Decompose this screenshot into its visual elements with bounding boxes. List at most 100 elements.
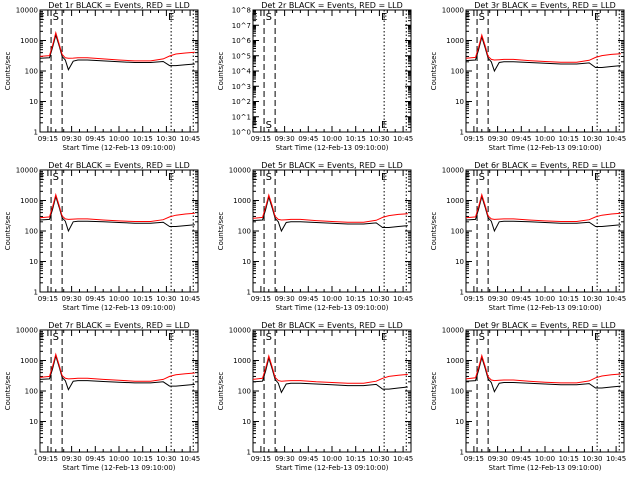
marker-label-top: S: [266, 12, 272, 23]
y-tick-label: 100: [451, 388, 464, 396]
marker-label-top: E: [251, 12, 257, 23]
x-tick-label: 09:45: [298, 135, 318, 143]
panel-det-4: Det 4r BLACK = Events, RED = LLD 1 10 100 10…: [4, 161, 200, 312]
y-tick-label: 10: [29, 418, 38, 426]
marker-label-top: E: [251, 172, 257, 183]
x-tick-label: 10:15: [559, 295, 579, 303]
y-axis-label: Counts/sec: [4, 52, 12, 91]
y-tick-label: 1: [34, 289, 38, 297]
x-tick-label: 10:15: [559, 135, 579, 143]
x-tick-label: 10:30: [369, 455, 389, 463]
events-series-line: [39, 33, 195, 71]
y-tick-label: 10^3: [232, 83, 251, 91]
y-tick-label: 10^5: [232, 52, 251, 60]
x-tick-label: 09:30: [62, 455, 82, 463]
y-tick-label: 1: [460, 129, 464, 137]
x-tick-label: 10:15: [133, 455, 153, 463]
panel-det-3: Det 3r BLACK = Events, RED = LLD 1 10 100 10…: [430, 1, 626, 152]
y-tick-label: 10^4: [232, 68, 252, 76]
marker-label-top: E: [464, 12, 470, 23]
x-tick-label: 09:45: [298, 295, 318, 303]
y-tick-label: 10000: [16, 7, 38, 15]
x-tick-label: 09:30: [275, 135, 295, 143]
y-tick-label: 100: [25, 388, 38, 396]
x-tick-label: 09:15: [38, 295, 58, 303]
events-series-line: [252, 195, 408, 233]
y-axis-label: Counts/sec: [430, 212, 438, 251]
panel-det-6: Det 6r BLACK = Events, RED = LLD 1 10 100 10…: [430, 161, 626, 312]
x-axis-label: Start Time (12-Feb-13 09:10:00): [275, 464, 388, 472]
x-tick-label: 10:00: [109, 135, 129, 143]
panel-det-9: Det 9r BLACK = Events, RED = LLD 1 10 100 10…: [430, 321, 626, 472]
marker-label-top: S: [266, 332, 272, 343]
marker-label-top: E: [381, 172, 387, 183]
chart-title: Det 1r BLACK = Events, RED = LLD: [48, 1, 190, 10]
y-tick-label: 10000: [16, 167, 38, 175]
lld-series-line: [465, 33, 621, 63]
x-axis-label: Start Time (12-Feb-13 09:10:00): [62, 144, 175, 152]
panel-det-8: Det 8r BLACK = Events, RED = LLD 1 10 100 10…: [217, 321, 413, 472]
x-tick-label: 10:15: [346, 135, 366, 143]
y-tick-label: 1: [247, 449, 251, 457]
x-tick-label: 09:45: [85, 455, 105, 463]
y-axis-label: Counts/sec: [4, 212, 12, 251]
events-series-line: [39, 194, 195, 233]
y-axis-label: Counts/sec: [430, 52, 438, 91]
y-tick-label: 10000: [442, 7, 464, 15]
x-axis-label: Start Time (12-Feb-13 09:10:00): [488, 304, 601, 312]
panel-det-1: Det 1r BLACK = Events, RED = LLD 1 10 100 10…: [4, 1, 200, 152]
x-axis-label: Start Time (12-Feb-13 09:10:00): [275, 304, 388, 312]
x-tick-label: 10:30: [582, 455, 602, 463]
x-tick-label: 10:45: [393, 295, 413, 303]
x-tick-label: 09:45: [511, 455, 531, 463]
x-tick-label: 10:45: [606, 455, 626, 463]
x-tick-label: 10:00: [109, 455, 129, 463]
events-series-line: [465, 194, 621, 233]
y-tick-label: 10^6: [232, 37, 252, 45]
marker-label-top: E: [464, 172, 470, 183]
y-tick-label: 10: [455, 98, 464, 106]
y-tick-label: 10000: [442, 167, 464, 175]
marker-label-top: E: [251, 332, 257, 343]
marker-label-top: S: [53, 332, 59, 343]
y-tick-label: 1: [34, 449, 38, 457]
marker-label-top: E: [168, 172, 174, 183]
marker-label-top: E: [38, 332, 44, 343]
marker-label-top: S: [479, 172, 485, 183]
y-tick-label: 100: [451, 68, 464, 76]
marker-label-bottom: E: [251, 120, 257, 131]
x-tick-label: 09:15: [464, 135, 484, 143]
x-tick-label: 09:30: [488, 135, 508, 143]
x-tick-label: 09:45: [85, 295, 105, 303]
y-tick-label: 10^8: [232, 7, 251, 15]
y-tick-label: 1000: [20, 357, 38, 365]
y-tick-label: 1000: [446, 37, 464, 45]
marker-label-top: E: [38, 172, 44, 183]
y-axis-label: Counts/sec: [217, 372, 225, 411]
events-series-line: [39, 354, 195, 391]
x-tick-label: 10:00: [322, 135, 342, 143]
x-tick-label: 09:30: [488, 455, 508, 463]
y-tick-label: 10: [29, 258, 38, 266]
x-tick-label: 09:45: [85, 135, 105, 143]
y-tick-label: 10: [242, 418, 251, 426]
lld-series-line: [252, 193, 408, 223]
lld-series-line: [252, 354, 408, 384]
x-tick-label: 10:15: [346, 295, 366, 303]
y-tick-label: 1: [247, 289, 251, 297]
y-tick-label: 10^2: [232, 98, 251, 106]
y-tick-label: 10: [29, 98, 38, 106]
events-series-line: [465, 355, 621, 393]
x-axis-label: Start Time (12-Feb-13 09:10:00): [62, 464, 175, 472]
x-tick-label: 10:15: [133, 135, 153, 143]
y-tick-label: 1000: [20, 37, 38, 45]
x-tick-label: 09:15: [464, 455, 484, 463]
marker-label-top: S: [53, 172, 59, 183]
chart-title: Det 9r BLACK = Events, RED = LLD: [474, 321, 616, 330]
y-tick-label: 1: [460, 449, 464, 457]
x-tick-label: 10:45: [393, 455, 413, 463]
panel-det-5: Det 5r BLACK = Events, RED = LLD 1 10 100 10…: [217, 161, 413, 312]
marker-label-top: E: [381, 332, 387, 343]
x-tick-label: 10:00: [322, 455, 342, 463]
